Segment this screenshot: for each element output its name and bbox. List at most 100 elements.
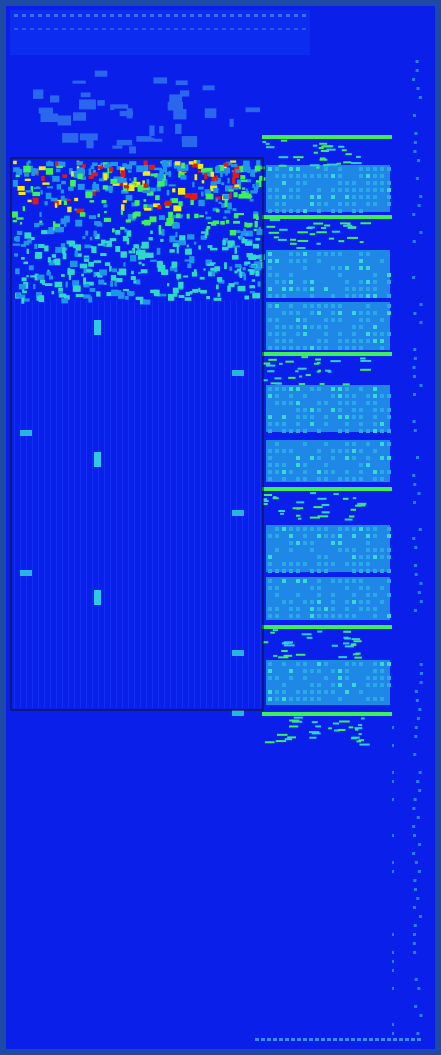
- cell: [373, 477, 377, 481]
- cell: [278, 656, 288, 658]
- cell: [317, 174, 321, 178]
- cell: [359, 662, 363, 666]
- dot: [418, 492, 421, 495]
- cell: [143, 300, 151, 305]
- cell: [352, 534, 356, 538]
- dot: [142, 28, 146, 30]
- cell: [359, 387, 363, 391]
- cell: [387, 394, 391, 398]
- cell: [282, 181, 286, 185]
- dot: [420, 582, 423, 585]
- cell: [275, 394, 279, 398]
- cell: [366, 174, 370, 178]
- cell: [227, 203, 232, 210]
- cell: [153, 77, 167, 83]
- cell: [345, 690, 349, 694]
- cell: [352, 614, 356, 618]
- cell: [208, 272, 212, 276]
- cell: [331, 600, 335, 604]
- cell: [94, 231, 98, 237]
- cell: [310, 164, 320, 166]
- cell: [373, 415, 377, 419]
- cell: [366, 607, 370, 611]
- dot: [14, 14, 18, 17]
- stripe: [200, 300, 201, 708]
- cell: [287, 736, 296, 738]
- dot: [302, 14, 306, 17]
- cell: [310, 280, 314, 284]
- cell: [61, 243, 65, 247]
- dot: [22, 14, 26, 17]
- cell: [338, 311, 342, 315]
- cell: [38, 244, 44, 248]
- dot: [415, 861, 418, 864]
- cell: [146, 253, 153, 258]
- cell: [169, 249, 174, 252]
- cell: [373, 470, 377, 474]
- dot: [392, 834, 394, 837]
- cell: [352, 579, 356, 583]
- cell: [345, 579, 349, 583]
- cell: [186, 292, 190, 296]
- cell: [380, 422, 384, 426]
- cell: [387, 548, 391, 552]
- cell: [94, 221, 101, 225]
- cell: [296, 690, 300, 694]
- cell: [213, 298, 221, 301]
- cell: [282, 387, 286, 391]
- cell: [345, 415, 349, 419]
- cell: [243, 267, 246, 270]
- cell: [296, 477, 300, 481]
- dot: [294, 28, 298, 30]
- cell: [310, 387, 314, 391]
- cell: [205, 108, 217, 118]
- cell: [129, 293, 134, 296]
- cell: [243, 165, 250, 172]
- cell: [352, 593, 356, 597]
- cell: [129, 146, 136, 153]
- cell: [233, 208, 237, 211]
- cell: [141, 188, 149, 190]
- dot: [222, 14, 226, 17]
- cell: [324, 534, 328, 538]
- cell: [237, 213, 244, 215]
- cell: [268, 614, 272, 618]
- dot: [118, 14, 122, 17]
- cell: [296, 607, 300, 611]
- cell: [157, 174, 162, 181]
- dot: [387, 1038, 391, 1041]
- cell: [48, 257, 51, 263]
- cell: [373, 287, 377, 291]
- cell: [90, 173, 98, 177]
- cell: [343, 383, 350, 385]
- cell: [15, 236, 19, 242]
- cell: [331, 174, 335, 178]
- cell: [279, 363, 283, 365]
- cell: [310, 346, 314, 350]
- cell: [322, 511, 330, 513]
- cell: [303, 470, 307, 474]
- cell: [310, 304, 314, 308]
- stripe: [44, 300, 45, 708]
- cell: [324, 555, 328, 559]
- cell: [380, 470, 384, 474]
- dot: [413, 393, 416, 396]
- cell: [345, 669, 349, 673]
- cell: [275, 463, 279, 467]
- dot: [413, 879, 416, 882]
- dot: [420, 600, 423, 603]
- cell: [244, 296, 248, 300]
- cell: [352, 548, 356, 552]
- cell: [277, 734, 288, 736]
- cell: [310, 669, 314, 673]
- cell: [366, 304, 370, 308]
- dot: [419, 1014, 422, 1017]
- cell: [303, 534, 307, 538]
- cell: [80, 212, 85, 217]
- cell: [241, 180, 248, 182]
- cell: [359, 555, 363, 559]
- cell: [258, 281, 261, 286]
- cell: [349, 516, 354, 518]
- dot: [411, 1038, 415, 1041]
- cell: [387, 683, 391, 687]
